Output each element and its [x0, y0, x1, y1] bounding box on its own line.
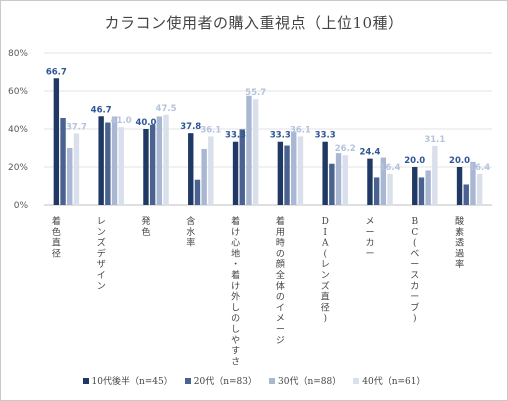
legend-swatch	[353, 378, 360, 384]
bar	[291, 131, 297, 205]
data-label: 40.0	[135, 118, 156, 128]
bar	[53, 78, 60, 205]
legend-item: 30代（n=88）	[269, 374, 341, 387]
bar	[118, 127, 124, 205]
data-label: 20.0	[449, 156, 470, 166]
bar	[67, 148, 73, 205]
legend-label: 40代（n=61）	[362, 377, 426, 387]
legend-label: 20代（n=83）	[193, 377, 257, 387]
data-label: 66.7	[46, 67, 67, 77]
bar	[284, 145, 290, 205]
data-label: 55.7	[245, 88, 266, 98]
data-label: 41.0	[111, 116, 132, 126]
data-label: 46.7	[91, 105, 112, 115]
x-tick-label: レンズデザイン	[97, 217, 106, 292]
data-label: 16.4	[380, 163, 401, 173]
x-tick-label: 発色	[141, 215, 150, 238]
bar	[470, 161, 476, 205]
bar	[425, 170, 431, 205]
bar	[246, 95, 252, 205]
y-tick-label: 80%	[8, 49, 28, 59]
x-tick-label: B C (ベースカーブ)	[410, 217, 419, 324]
bar	[143, 129, 149, 205]
bar	[456, 167, 463, 205]
bar	[329, 163, 335, 205]
bar	[208, 136, 214, 205]
bar	[387, 173, 393, 205]
legend-item: 20代（n=83）	[184, 374, 257, 387]
bar	[463, 184, 469, 205]
bar	[156, 116, 163, 205]
x-tick-label: 含水率	[186, 215, 195, 249]
data-label: 47.5	[156, 104, 177, 114]
x-tick-label: D I A (レンズ直径)	[321, 217, 330, 324]
bar	[201, 148, 207, 205]
bar	[432, 145, 438, 205]
bar	[98, 116, 104, 205]
bar	[73, 133, 80, 205]
chart-title: カラコン使用者の購入重視点（上位10種）	[104, 14, 404, 32]
bar	[277, 141, 284, 205]
data-label: 33.3	[315, 131, 336, 141]
bar	[188, 133, 194, 205]
bar	[60, 117, 66, 205]
bar	[232, 141, 239, 205]
y-tick-label: 60%	[8, 87, 28, 97]
bar	[239, 129, 245, 205]
bar	[412, 167, 418, 205]
bar	[342, 155, 348, 205]
bar	[476, 173, 483, 205]
legend-label: 30代（n=88）	[278, 377, 342, 387]
bar	[380, 157, 387, 205]
bar	[105, 122, 111, 205]
legend-item: 40代（n=61）	[353, 374, 426, 387]
legend-swatch	[184, 378, 191, 384]
x-tick-label: 着用時の顔全体のイメージ	[276, 215, 285, 346]
x-tick-label: 酸素透過率	[455, 216, 464, 270]
legend-label: 10代後半（n=45）	[91, 377, 173, 387]
data-label: 26.2	[335, 144, 356, 154]
x-tick-label: メーカー	[365, 217, 374, 259]
bar	[373, 177, 380, 205]
bar	[163, 114, 169, 205]
data-label: 31.1	[424, 135, 445, 145]
bar	[335, 153, 342, 205]
bar	[111, 116, 118, 205]
bar	[418, 177, 425, 205]
data-label: 37.8	[180, 122, 201, 132]
legend-item: 10代後半（n=45）	[82, 374, 173, 387]
data-label: 36.1	[200, 125, 221, 135]
data-label: 36.1	[290, 125, 311, 135]
chart-legend: 10代後半（n=45） 20代（n=83） 30代（n=88） 40代（n=61）	[0, 374, 508, 387]
x-tick-label: 着け心地・着け外しのしやすさ	[231, 215, 240, 367]
y-tick-label: 0%	[14, 201, 29, 211]
data-label: 16.4	[469, 163, 490, 173]
bar	[367, 158, 373, 205]
x-tick-label: 着色直径	[52, 215, 61, 259]
bar	[252, 99, 259, 205]
bar	[194, 179, 201, 205]
data-label: 24.4	[359, 148, 380, 158]
legend-swatch	[269, 378, 275, 384]
data-label: 20.0	[404, 156, 425, 166]
bar	[149, 124, 156, 205]
data-label: 33.3	[225, 131, 246, 141]
y-tick-label: 20%	[8, 163, 28, 173]
data-label: 37.7	[66, 122, 87, 132]
y-tick-label: 40%	[8, 125, 28, 135]
bar	[322, 141, 328, 205]
data-label: 33.3	[270, 131, 291, 141]
legend-swatch	[82, 378, 89, 384]
bar	[297, 136, 304, 205]
